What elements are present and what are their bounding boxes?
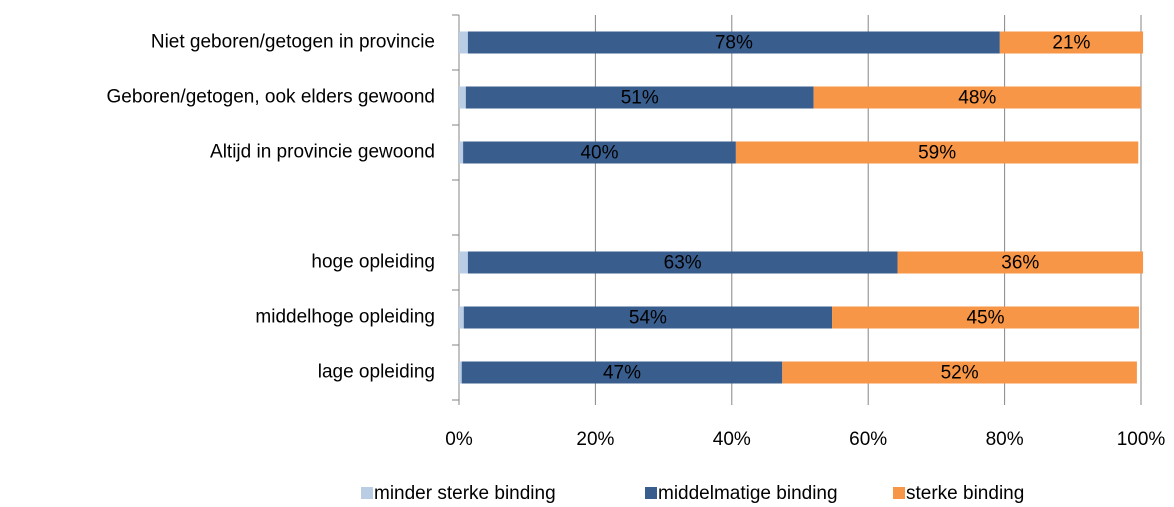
x-tick-label: 60% <box>849 429 887 450</box>
bar-segment <box>999 31 1144 54</box>
data-label: 59% <box>918 143 956 164</box>
y-tick-label: middelhoge opleiding <box>255 307 435 328</box>
data-label: 52% <box>941 363 979 384</box>
bar-segment <box>782 361 1137 384</box>
data-label: 48% <box>958 88 996 109</box>
bar-segment <box>813 86 1141 109</box>
bar-segment <box>832 306 1139 329</box>
bar-segment <box>459 361 462 384</box>
data-label: 45% <box>966 308 1004 329</box>
bar-segment <box>467 31 1000 54</box>
bar-segment <box>459 251 468 274</box>
y-tick-label: lage opleiding <box>318 362 435 383</box>
x-tick-label: 0% <box>445 429 473 450</box>
bar-segment <box>897 251 1144 274</box>
bar-segment <box>459 306 464 329</box>
y-tick-label: Geboren/getogen, ook elders gewoond <box>106 87 435 108</box>
data-label: 54% <box>629 308 667 329</box>
x-tick-label: 80% <box>986 429 1024 450</box>
legend-label: sterke binding <box>906 483 1024 504</box>
data-label: 21% <box>1052 33 1090 54</box>
y-tick-label: hoge opleiding <box>311 252 435 273</box>
x-tick-label: 40% <box>713 429 751 450</box>
data-label: 51% <box>621 88 659 109</box>
legend-label: middelmatige binding <box>658 483 838 504</box>
bar-segment <box>463 306 833 329</box>
bar-segment <box>461 361 783 384</box>
legend-label: minder sterke binding <box>374 483 556 504</box>
bar-segment <box>459 31 468 54</box>
bar-segment <box>463 141 736 164</box>
bar-segment <box>459 141 464 164</box>
legend-swatch <box>361 487 373 499</box>
data-label: 63% <box>664 253 702 274</box>
data-label: 40% <box>580 143 618 164</box>
data-label: 36% <box>1001 253 1039 274</box>
x-tick-label: 100% <box>1117 429 1166 450</box>
x-tick-label: 20% <box>576 429 614 450</box>
data-label: 47% <box>603 363 641 384</box>
bar-segment <box>467 251 898 274</box>
bar-segment <box>465 86 814 109</box>
legend-swatch <box>893 487 905 499</box>
y-tick-label: Altijd in provincie gewoond <box>210 142 435 163</box>
legend-swatch <box>645 487 657 499</box>
y-tick-label: Niet geboren/getogen in provincie <box>151 32 435 53</box>
data-label: 78% <box>715 33 753 54</box>
bar-segment <box>459 86 466 109</box>
bar-segment <box>735 141 1139 164</box>
